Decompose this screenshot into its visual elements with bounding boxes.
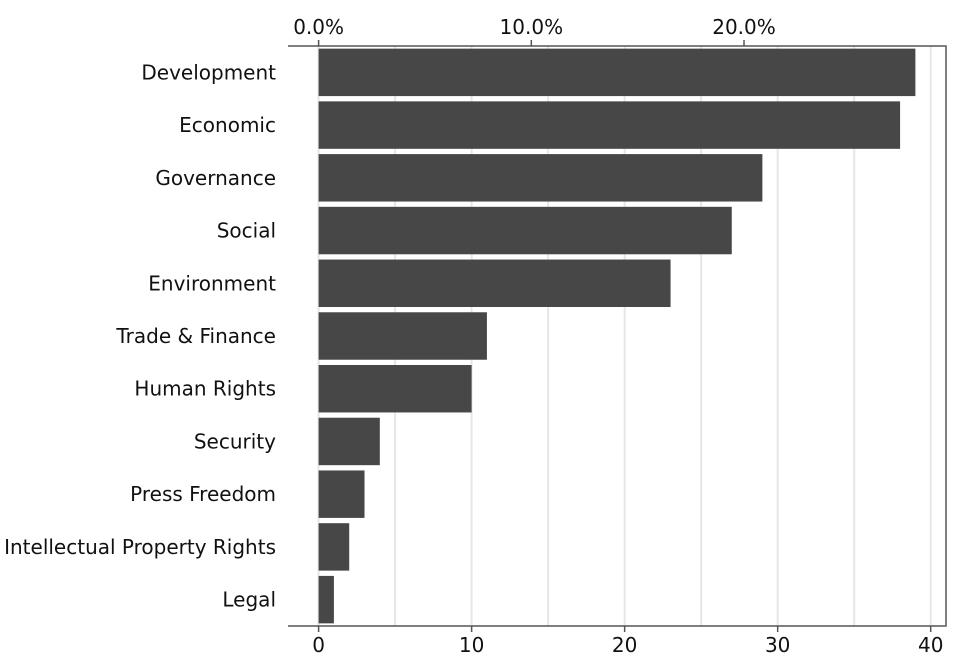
x-tick-label: 10 [459, 633, 484, 657]
axis-frame [288, 45, 947, 627]
bar [318, 365, 472, 413]
x-tick-label: 0 [312, 633, 325, 657]
category-label: Legal [222, 588, 276, 612]
bar [318, 48, 916, 97]
bar [318, 154, 763, 202]
bar [318, 101, 901, 149]
category-label: Environment [148, 271, 276, 295]
top-tick-label: 10.0% [500, 15, 564, 39]
category-label: Intellectual Property Rights [4, 535, 276, 559]
x-tick-label: 20 [612, 633, 637, 657]
bar [318, 470, 365, 518]
bar [318, 417, 380, 466]
category-label: Governance [155, 166, 276, 190]
bar [318, 575, 334, 624]
top-tick-label: 0.0% [293, 15, 344, 39]
category-labels: Development Economic Governance Social Envir… [4, 60, 276, 611]
bar [318, 259, 671, 307]
category-label: Social [217, 219, 276, 243]
category-label: Security [194, 429, 276, 453]
category-label: Development [141, 60, 276, 84]
category-label: Economic [179, 113, 276, 137]
bar [318, 206, 732, 255]
x-tick-label: 30 [765, 633, 790, 657]
axes: 0 10 20 30 40 0.0% 10.0% 20.0% [288, 15, 947, 657]
bar [318, 523, 350, 571]
top-tick-label: 20.0% [712, 15, 776, 39]
category-label: Human Rights [134, 377, 276, 401]
x-tick-label: 40 [918, 633, 943, 657]
category-label: Press Freedom [130, 482, 276, 506]
bars [318, 48, 916, 624]
bar [318, 312, 487, 360]
category-label: Trade & Finance [115, 324, 276, 348]
